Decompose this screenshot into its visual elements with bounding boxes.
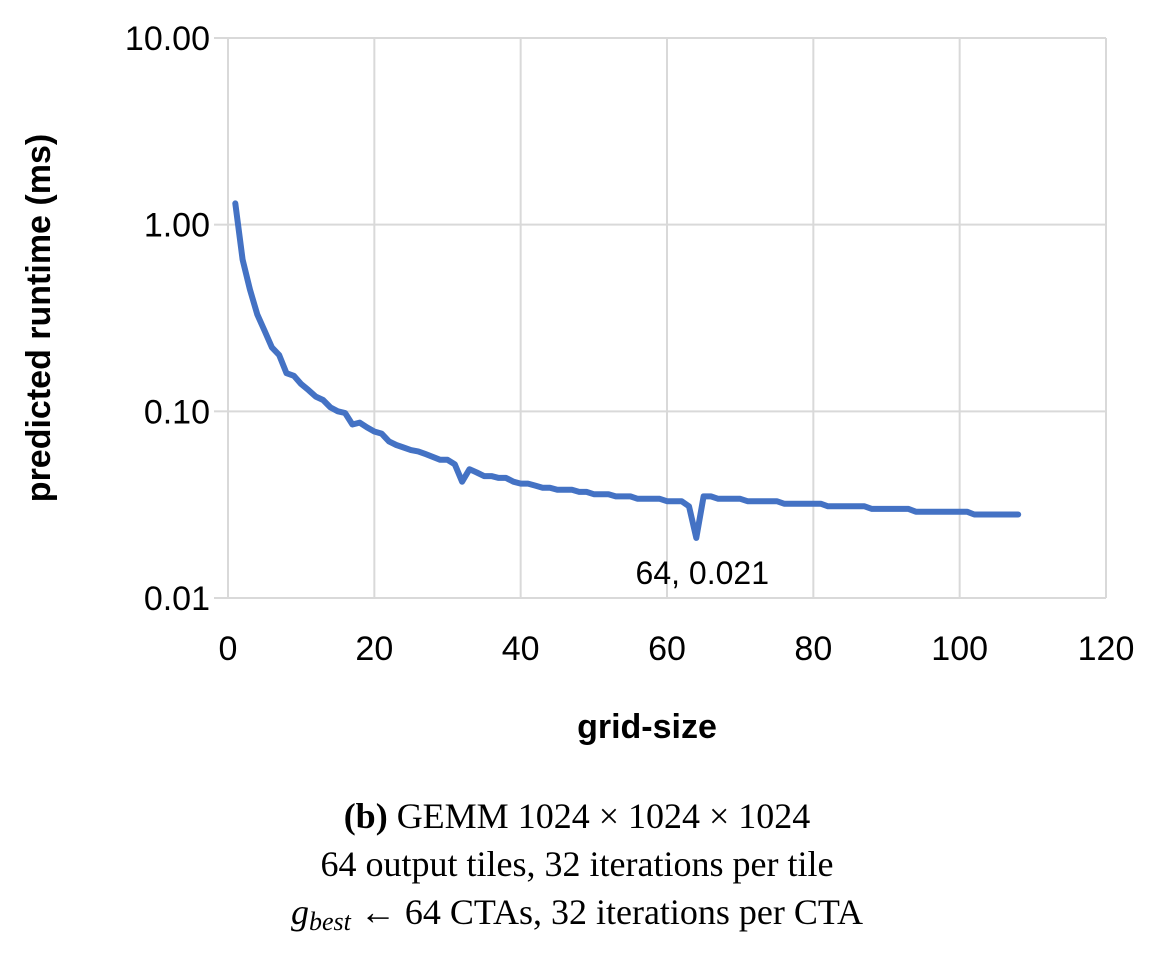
y-tick-label: 0.10 <box>144 393 210 431</box>
x-tick-label: 120 <box>1078 630 1135 668</box>
plot-area-border <box>227 38 1106 599</box>
caption-line-2: 64 output tiles, 32 iterations per tile <box>320 844 834 884</box>
caption-line-1: (b) GEMM 1024 × 1024 × 1024 <box>0 792 1154 840</box>
min-point-annotation: 64, 0.021 <box>636 555 769 591</box>
runtime-line-chart: 0.01 0.10 1.00 10.00 0 20 40 60 80 100 120 64, 0.… <box>20 20 1135 746</box>
x-axis-tick-labels: 0 20 40 60 80 100 120 <box>219 630 1135 668</box>
caption-line-3: gbest ← 64 CTAs, 32 iterations per CTA <box>0 888 1154 946</box>
series-line <box>232 200 1022 541</box>
figure-caption: (b) GEMM 1024 × 1024 × 1024 64 output ti… <box>0 792 1154 946</box>
caption-line-1-text: GEMM 1024 × 1024 × 1024 <box>396 796 811 836</box>
caption-subscript: best <box>308 907 351 936</box>
caption-label: (b) <box>343 796 388 836</box>
chart-grid <box>214 37 1107 599</box>
x-tick-label: 60 <box>648 630 686 668</box>
y-tick-label: 10.00 <box>125 20 210 58</box>
x-tick-label: 40 <box>502 630 540 668</box>
x-tick-label: 80 <box>794 630 832 668</box>
y-axis-tick-labels: 0.01 0.10 1.00 10.00 <box>125 20 210 618</box>
x-tick-label: 100 <box>931 630 988 668</box>
x-tick-label: 20 <box>355 630 393 668</box>
caption-symbol: g <box>290 892 309 932</box>
y-axis-title: predicted runtime (ms) <box>20 134 58 502</box>
y-tick-label: 1.00 <box>144 207 210 245</box>
caption-line-3-text: ← 64 CTAs, 32 iterations per CTA <box>359 892 864 932</box>
x-axis-title: grid-size <box>577 708 717 746</box>
y-tick-label: 0.01 <box>144 580 210 618</box>
x-tick-label: 0 <box>219 630 238 668</box>
